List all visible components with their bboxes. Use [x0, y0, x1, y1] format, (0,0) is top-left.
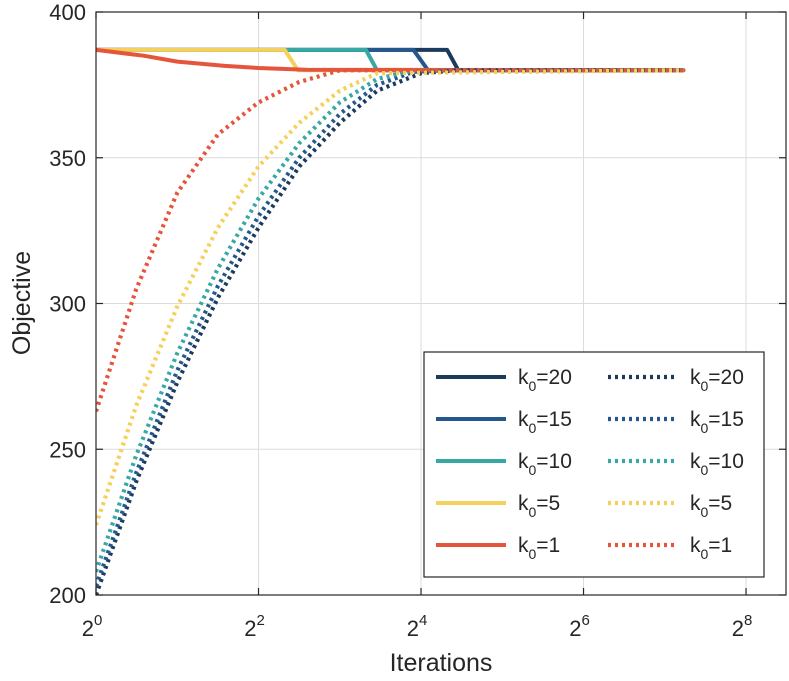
legend-box [423, 351, 765, 578]
y-tick-label: 200 [49, 583, 86, 608]
series-line-k0-1-solid [96, 47, 686, 73]
x-tick-label: 28 [732, 612, 753, 641]
legend: k0=20 k0=15 k0=10 k0=5 k0=1 k0=20 k0=15 k0=10 k0… [423, 351, 765, 578]
legend-entry-label: k0=10 [518, 450, 572, 478]
x-tick-exponent: 0 [94, 612, 102, 629]
legend-entry-label: k0=10 [690, 450, 744, 478]
x-tick-base: 2 [244, 616, 256, 641]
series-line-k0-10-dotted [96, 68, 684, 573]
series-line-k0-10-solid [96, 47, 686, 73]
x-tick-base: 2 [569, 616, 581, 641]
legend-entry-label: k0=1 [518, 534, 560, 562]
legend-entry-label: k0=1 [690, 534, 732, 562]
legend-entry-label: k0=15 [518, 408, 572, 436]
x-tick-exponent: 6 [581, 612, 589, 629]
y-tick-label: 300 [49, 292, 86, 317]
series-line-k0-5-dotted [96, 68, 684, 526]
x-tick-exponent: 4 [419, 612, 427, 629]
series-line-k0-5-solid [96, 47, 686, 73]
series-line-k0-1-dotted [96, 68, 684, 413]
y-axis-label: Objective [8, 251, 36, 355]
legend-entry-label: k0=20 [690, 366, 744, 394]
legend-entry-label: k0=15 [690, 408, 744, 436]
y-tick-label: 400 [49, 0, 86, 25]
series-line-k0-15-dotted [96, 68, 684, 588]
legend-entry-label: k0=5 [518, 492, 560, 520]
series-lines [96, 47, 686, 595]
y-tick-label: 350 [49, 146, 86, 171]
legend-entry-label: k0=20 [518, 366, 572, 394]
x-tick-label: 22 [244, 612, 265, 641]
series-line-k0-20-solid [96, 47, 686, 73]
x-axis-label: Iterations [390, 649, 493, 677]
x-tick-label: 20 [82, 612, 103, 641]
series-line-k0-15-solid [96, 47, 686, 73]
x-tick-base: 2 [82, 616, 94, 641]
y-tick-label: 250 [49, 437, 86, 462]
legend-entry-label: k0=5 [690, 492, 732, 520]
x-tick-base: 2 [732, 616, 744, 641]
x-tick-label: 26 [569, 612, 590, 641]
x-tick-exponent: 8 [744, 612, 752, 629]
x-tick-label: 24 [407, 612, 428, 641]
x-tick-base: 2 [407, 616, 419, 641]
x-tick-exponent: 2 [256, 612, 264, 629]
